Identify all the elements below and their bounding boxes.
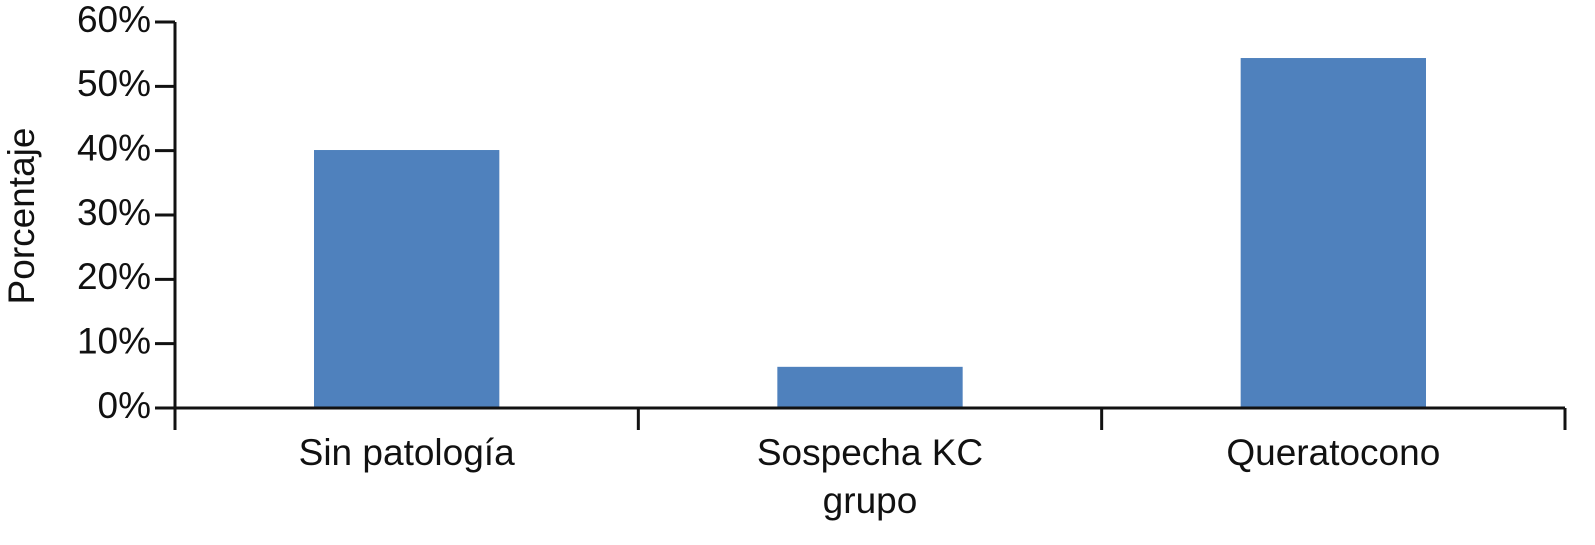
bar: [777, 366, 963, 408]
bar: [1240, 58, 1426, 408]
y-tick-label: 30%: [77, 192, 151, 233]
y-tick-label: 20%: [77, 256, 151, 297]
x-tick-label: Sin patología: [299, 432, 515, 473]
x-tick-label: Queratocono: [1226, 432, 1440, 473]
y-tick-label: 60%: [77, 0, 151, 40]
y-tick-label: 50%: [77, 63, 151, 104]
y-tick-label: 0%: [98, 385, 151, 426]
y-tick-label: 10%: [77, 320, 151, 361]
bar: [314, 150, 500, 409]
y-tick-label: 40%: [77, 127, 151, 168]
x-tick-label: Sospecha KC: [757, 432, 983, 473]
x-axis-title: grupo: [823, 480, 918, 521]
y-axis-title: Porcentaje: [1, 128, 42, 305]
